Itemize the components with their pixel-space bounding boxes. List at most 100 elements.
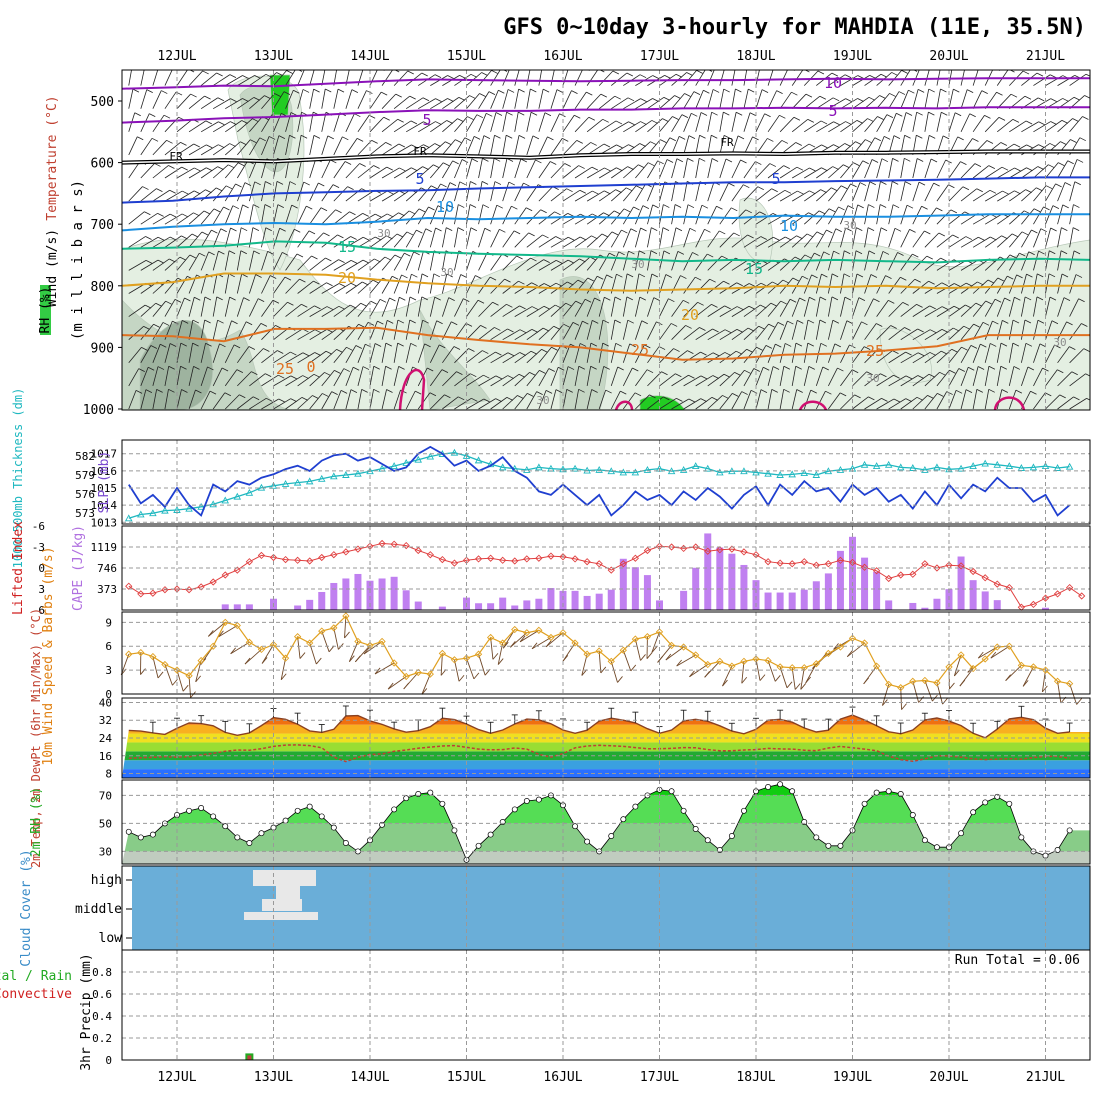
wind-barb [948,390,957,410]
wind-barb [586,297,595,317]
wind-barb [381,254,396,271]
wind-barb-flag [731,207,738,212]
li-point [776,559,784,567]
wind-barb-flag [134,112,141,117]
wind-barb-10m [936,682,944,705]
wind-barb-flag [193,366,200,370]
wind-barb-flag [723,280,730,285]
wind-barb-flag [617,366,624,371]
wind-barb-flag [245,321,253,326]
wind-barb [683,398,701,410]
wind-barb [526,234,543,248]
wind-barb-flag [941,282,948,287]
wind-barb-flag [820,189,827,193]
rh-point [342,840,349,846]
wind-barb [960,323,974,340]
wind-barb-flag [795,342,803,347]
wind-barb-flag [723,88,730,93]
wind-barb [140,89,148,109]
wind-barb [610,229,622,248]
wind-barb [743,304,761,317]
wind-barb-flag [782,279,790,284]
wind-barb-flag [858,297,866,302]
wind-barb [815,390,826,410]
wind-barb-flag [1071,371,1078,376]
wind-barb [297,255,312,271]
wind-barb-10m-flag [977,651,984,659]
wind-barb [285,303,302,317]
wind-barb [683,113,692,132]
wind-barb [321,349,337,364]
wind-barb [429,183,441,202]
rh-point [909,812,916,818]
wind-barb [755,323,769,340]
wind-barb-flag [832,319,840,324]
wind-barb [634,320,643,340]
rh-point [885,788,892,795]
wind-barb [1057,396,1074,410]
wind-speed-point [933,679,941,687]
wind-barb-flag [518,373,526,378]
wind-barb-flag [543,283,551,287]
wind-barb [1021,229,1032,248]
contour-label: 30 [1053,336,1066,349]
wind-barb [936,70,941,86]
wind-barb-flag [1013,143,1021,148]
wind-barb-flag [440,183,447,188]
wind-barb [550,259,569,271]
wind-barb-flag [251,371,258,375]
wind-barb [200,296,206,317]
wind-barb-flag [290,398,297,403]
wind-barb-flag [680,275,687,279]
wind-barb-flag [822,366,829,371]
wind-barb-flag [301,303,308,308]
wind-barb-flag [276,72,283,76]
wind-barb [357,344,366,363]
wind-barb-flag [917,352,925,357]
temp-tick: 24 [99,732,113,745]
wind-barb-10m [348,641,359,662]
wind-barb [164,235,182,248]
wind-barb [803,274,812,294]
cape-bar [366,580,374,610]
thickness-point [257,483,266,491]
wind-barb-10m-flag [640,654,646,661]
wind-barb-flag [796,389,803,393]
wind-barb [912,112,918,132]
wind-barb-flag [976,188,983,193]
wind-barb [478,252,488,271]
wind-barb [948,211,965,225]
wind-barb [429,297,436,317]
wind-barb [574,320,583,340]
wind-barb-flag [1066,321,1073,326]
wind-barb-flag [978,236,985,241]
wind-barb-flag [1031,229,1038,234]
wind-barb [924,70,930,86]
wind-barb [237,371,252,387]
wind-barb-flag [711,158,719,162]
wind-barb [152,300,166,317]
wind-barb-flag [137,136,144,141]
wind-barb-flag [963,325,970,330]
wind-barb [333,186,348,202]
chart-title: GFS 0~10day 3-hourly for MAHDIA (11E, 35… [503,15,1086,40]
wind-barb [562,213,581,225]
wind-barb-flag [192,319,200,324]
wind-barb [659,348,674,364]
wind-barb-flag [193,143,200,148]
wind-barb-flag [894,227,902,232]
wind-barb [212,98,231,110]
wind-barb-flag [981,90,988,95]
wind-barb-flag [758,325,765,330]
wind-barb-10m-flag [630,664,637,672]
wind-barb-10m [510,632,528,648]
wind-barb-flag [674,204,682,208]
wind-barb-flag [539,369,546,374]
wind-barb [502,352,521,364]
wind-barb-flag [194,167,201,172]
wind-barb-flag [452,160,459,165]
wind-barb-flag [763,366,770,371]
wind-barb-flag [831,72,839,77]
wind-barb-flag [221,367,229,372]
wind-barb [454,227,459,248]
